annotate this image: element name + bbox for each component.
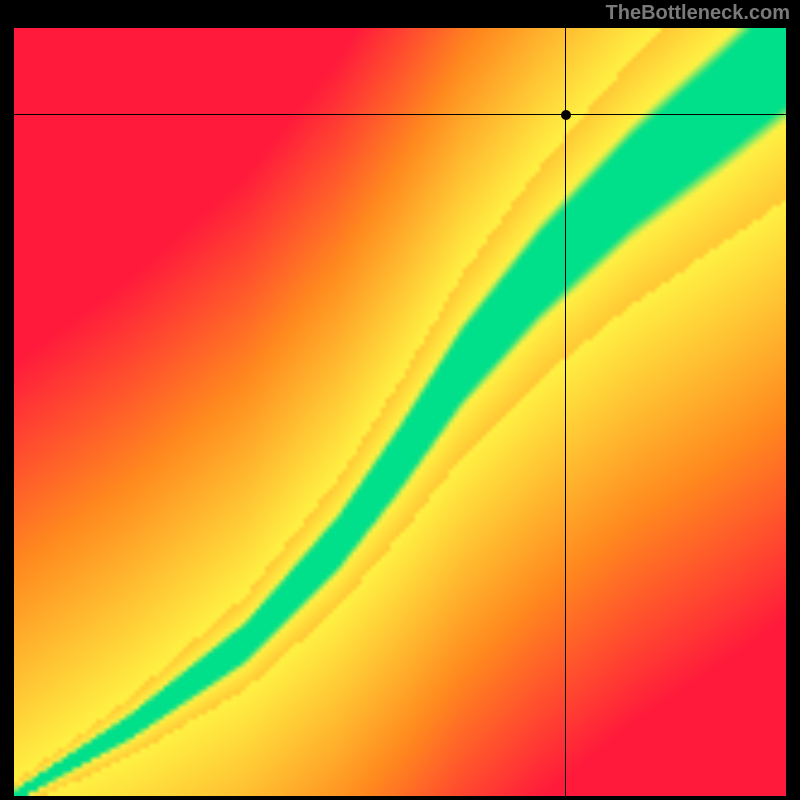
crosshair-vertical	[565, 28, 566, 796]
crosshair-marker-dot	[561, 110, 571, 120]
crosshair-horizontal	[14, 114, 786, 115]
heatmap-frame	[14, 28, 786, 796]
watermark-text: TheBottleneck.com	[606, 2, 790, 25]
chart-container: TheBottleneck.com	[0, 0, 800, 800]
heatmap-canvas	[14, 28, 786, 796]
